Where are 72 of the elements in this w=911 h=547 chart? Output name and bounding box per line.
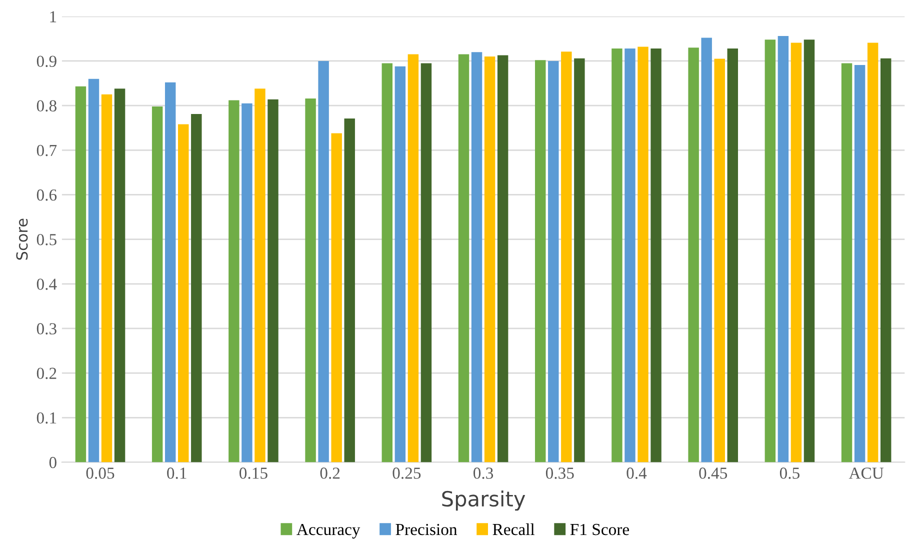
bar: [804, 40, 815, 462]
bar: [331, 133, 342, 462]
bar: [497, 55, 508, 462]
bar: [268, 99, 278, 462]
bar: [548, 60, 559, 462]
bar: [318, 60, 329, 462]
x-tick-label: 0.3: [474, 468, 494, 479]
bar: [408, 54, 419, 462]
y-tick-label: 0.3: [36, 323, 56, 334]
y-tick-label: 0.5: [36, 234, 56, 246]
bar: [178, 124, 189, 462]
bar: [790, 42, 802, 462]
bar: [650, 48, 662, 462]
x-axis-title: Sparsity: [442, 490, 526, 511]
bar: [114, 88, 126, 462]
bar: [867, 42, 878, 462]
bar: [164, 82, 176, 462]
bar: [778, 36, 789, 462]
bar: [305, 98, 316, 462]
x-tick-label: ACU: [848, 468, 884, 479]
y-tick-label: 0.4: [36, 278, 57, 290]
bar: [254, 88, 266, 462]
bar: [471, 52, 482, 462]
y-tick-label: 0.8: [36, 100, 56, 112]
bar: [228, 100, 240, 462]
bar: [624, 48, 636, 462]
bar: [420, 63, 432, 462]
bar: [638, 46, 648, 462]
legend-label: F1 Score: [570, 524, 630, 536]
y-tick-label: 0.1: [36, 412, 56, 424]
bar: [75, 86, 86, 462]
legend-label: Accuracy: [296, 524, 360, 539]
y-axis-title: Score: [16, 218, 28, 260]
bar: [880, 58, 892, 462]
bar: [612, 48, 622, 462]
bar: [561, 52, 572, 462]
legend-label: Precision: [396, 524, 458, 536]
bar: [854, 65, 866, 462]
y-tick-label: 0: [49, 456, 56, 468]
bar: [458, 54, 470, 462]
x-tick-label: 0.25: [392, 468, 421, 479]
y-tick-label: 0.2: [36, 368, 56, 380]
x-tick-label: 0.05: [86, 468, 114, 479]
bar: [574, 58, 585, 462]
y-tick-label: 0.7: [36, 144, 57, 156]
x-tick-label: 0.15: [240, 468, 268, 479]
bar: [152, 106, 163, 462]
bar: [101, 94, 112, 462]
x-tick-label: 0.4: [626, 468, 647, 479]
bar: [764, 40, 776, 462]
bar: [394, 66, 406, 462]
x-tick-label: 0.5: [780, 468, 800, 479]
x-tick-label: 0.45: [699, 468, 728, 479]
bar: [88, 78, 100, 462]
bar: [714, 58, 725, 462]
bar: [701, 38, 712, 462]
bar: [841, 63, 852, 462]
y-tick-label: 0.6: [36, 189, 57, 201]
legend-label: Recall: [492, 523, 535, 536]
bar: [382, 63, 393, 462]
bar: [484, 56, 496, 462]
x-tick-label: 0.2: [320, 468, 340, 479]
bar: [242, 103, 252, 462]
bar: [688, 48, 699, 462]
bar: [534, 60, 546, 462]
x-tick-label: 0.1: [167, 468, 186, 479]
bar: [727, 48, 738, 462]
y-tick-label: 0.9: [36, 56, 56, 68]
y-tick-label: 1: [50, 11, 56, 22]
bar: [191, 114, 202, 462]
bar: [344, 118, 355, 462]
x-tick-label: 0.35: [546, 468, 574, 479]
